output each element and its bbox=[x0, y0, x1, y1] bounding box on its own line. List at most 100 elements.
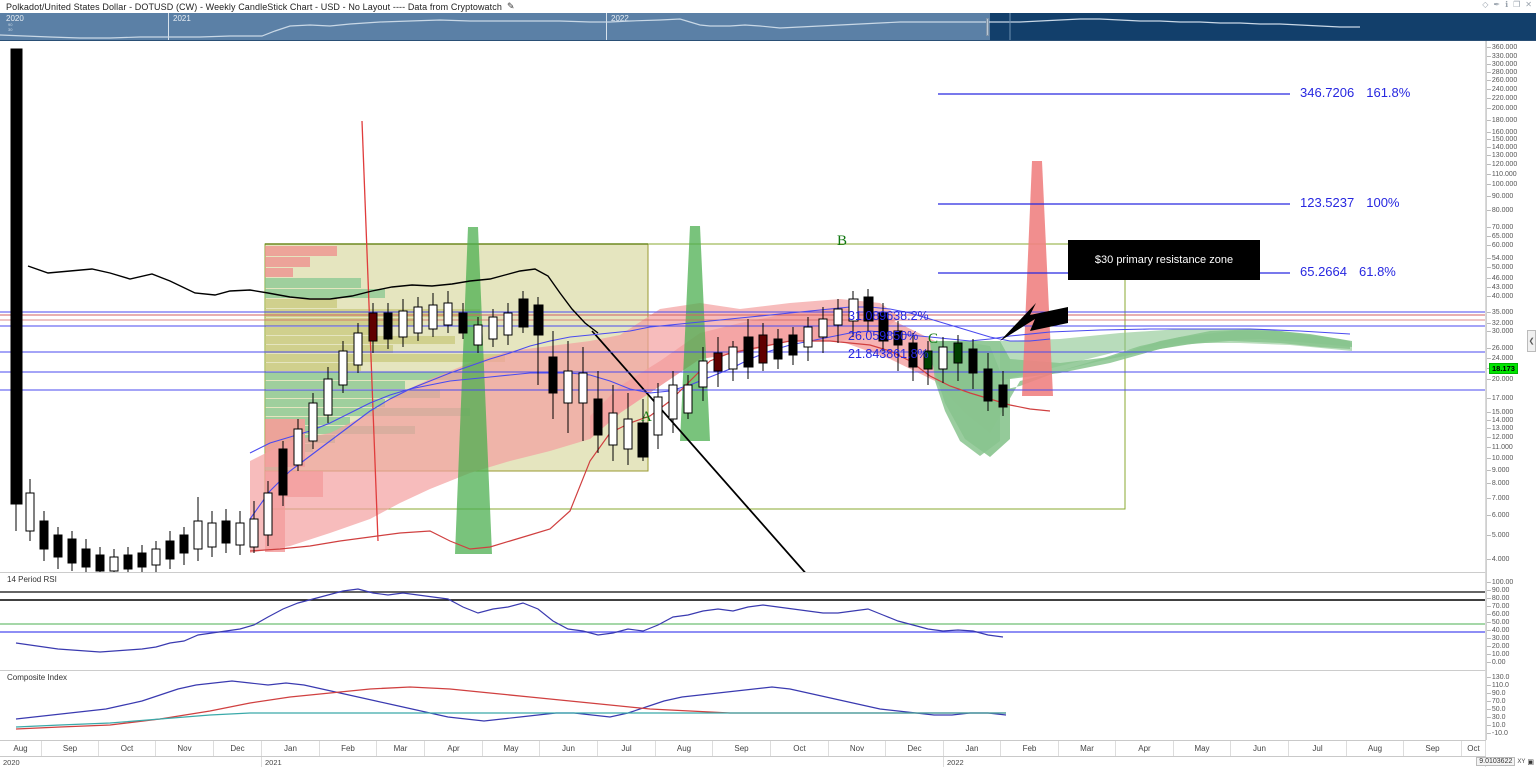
pin-icon[interactable]: ✒ bbox=[1493, 0, 1501, 9]
tick-value: 15.000 bbox=[1491, 409, 1514, 416]
time-axis-month-4: Dec bbox=[214, 741, 262, 757]
restore-icon[interactable]: ❐ bbox=[1513, 0, 1521, 9]
close-icon[interactable]: ✕ bbox=[1525, 0, 1532, 9]
time-axis-month-3: Nov bbox=[156, 741, 214, 757]
time-axis-months[interactable]: Aug Sep Oct Nov Dec Jan Feb Mar Apr May Jun Jul Aug S… bbox=[0, 740, 1486, 757]
time-axis-month-5: Jan bbox=[262, 741, 320, 757]
tick-dash: – bbox=[1487, 293, 1491, 300]
tick-value: -10.0 bbox=[1491, 730, 1508, 737]
time-axis-years[interactable]: 2020 2021 2022 bbox=[0, 756, 1486, 767]
tick-dash: – bbox=[1487, 376, 1491, 383]
price-tick-11: –140.000 bbox=[1487, 144, 1517, 152]
cursor-value: 9.0103622 bbox=[1476, 757, 1516, 766]
price-tick-5: –240.000 bbox=[1487, 86, 1517, 94]
ci-tick-2: –90.0 bbox=[1487, 690, 1506, 698]
tick-dash: – bbox=[1487, 328, 1491, 335]
fib-label-50: 26.059850% bbox=[848, 329, 918, 343]
fib-price-618-inner: 21.8438 bbox=[848, 347, 894, 361]
price-tick-1: –330.000 bbox=[1487, 53, 1517, 61]
fib-label-161: 346.7206 161.8% bbox=[1300, 85, 1410, 100]
tick-value: 12.000 bbox=[1491, 434, 1514, 441]
resistance-annotation-callout[interactable]: $30 primary resistance zone bbox=[1068, 240, 1260, 280]
tick-value: 65.000 bbox=[1491, 233, 1514, 240]
tick-value: 10.000 bbox=[1491, 455, 1514, 462]
price-chart-pane[interactable]: 346.7206 161.8% 123.5237 100% 65.2664 61.8%… bbox=[0, 41, 1486, 572]
composite-index-pane[interactable]: Composite Index bbox=[0, 670, 1486, 740]
tick-value: 0.00 bbox=[1491, 659, 1506, 666]
tick-value: 200.000 bbox=[1491, 105, 1518, 112]
xy-toggle[interactable]: XY bbox=[1517, 758, 1526, 765]
navigator-year-2020: 2020 bbox=[6, 14, 24, 23]
axis-collapse-button[interactable]: ❮ bbox=[1527, 330, 1536, 352]
titlebar-icon-group: ◇ ✒ ℹ ❐ ✕ bbox=[1482, 1, 1532, 9]
price-axis[interactable]: –360.000 –330.000 –300.000 –280.000 –260.000… bbox=[1486, 41, 1536, 572]
time-axis-month-18: Feb bbox=[1001, 741, 1059, 757]
price-tick-36: –13.000 bbox=[1487, 425, 1513, 433]
tick-dash: – bbox=[1487, 417, 1491, 424]
diamond-icon[interactable]: ◇ bbox=[1482, 0, 1489, 9]
tick-value: 80.00 bbox=[1491, 595, 1510, 602]
navigator-year-2021: 2021 bbox=[173, 14, 191, 23]
price-tick-17: –80.000 bbox=[1487, 207, 1513, 215]
time-axis-month-8: Apr bbox=[425, 741, 483, 757]
time-axis-month-25: Sep bbox=[1404, 741, 1462, 757]
navigator-selection[interactable] bbox=[990, 13, 1536, 41]
tick-value: 110.000 bbox=[1491, 171, 1517, 178]
edit-pencil-icon[interactable]: ✎ bbox=[506, 1, 515, 11]
price-tick-45: –4.000 bbox=[1487, 556, 1509, 564]
composite-index-axis[interactable]: –130.0 –110.0 –90.0 –70.0 –50.0 –30.0 –10.0 –-1… bbox=[1486, 670, 1536, 740]
tick-value: 240.000 bbox=[1491, 86, 1518, 93]
price-tick-3: –280.000 bbox=[1487, 69, 1517, 77]
time-axis-month-2: Oct bbox=[99, 741, 156, 757]
tick-dash: – bbox=[1487, 714, 1491, 721]
svg-text:90: 90 bbox=[8, 22, 13, 27]
tick-value: 46.000 bbox=[1491, 275, 1514, 282]
price-tick-44: –5.000 bbox=[1487, 532, 1509, 540]
info-icon[interactable]: ℹ bbox=[1505, 0, 1509, 9]
range-navigator[interactable]: 2020 2021 2022 90 30 bbox=[0, 13, 1536, 41]
tick-dash: – bbox=[1487, 193, 1491, 200]
price-tick-30: –24.000 bbox=[1487, 355, 1513, 363]
tick-value: 70.000 bbox=[1491, 224, 1514, 231]
current-price-tag[interactable]: 18.173 bbox=[1489, 363, 1518, 374]
chart-title: Polkadot/United States Dollar - DOTUSD (… bbox=[6, 1, 502, 12]
rsi-tick-0: –100.00 bbox=[1487, 579, 1513, 587]
tick-value: 35.000 bbox=[1491, 309, 1514, 316]
lock-icon[interactable]: ▣ bbox=[1527, 758, 1534, 766]
tick-dash: – bbox=[1487, 284, 1491, 291]
tick-value: 24.000 bbox=[1491, 355, 1514, 362]
price-tick-37: –12.000 bbox=[1487, 434, 1513, 442]
wave-label-c: C bbox=[928, 331, 939, 347]
tick-value: 60.000 bbox=[1491, 242, 1514, 249]
tick-value: 9.000 bbox=[1491, 467, 1510, 474]
time-axis-month-13: Sep bbox=[713, 741, 771, 757]
tick-value: 43.000 bbox=[1491, 284, 1514, 291]
navigator-left-handle[interactable] bbox=[986, 18, 989, 36]
tick-dash: – bbox=[1487, 77, 1491, 84]
tick-value: 7.000 bbox=[1491, 495, 1510, 502]
time-axis-month-19: Mar bbox=[1059, 741, 1116, 757]
price-tick-27: –32.000 bbox=[1487, 320, 1513, 328]
price-tick-21: –54.000 bbox=[1487, 255, 1513, 263]
tick-dash: – bbox=[1487, 95, 1491, 102]
time-axis-month-21: May bbox=[1174, 741, 1231, 757]
tick-dash: – bbox=[1487, 627, 1491, 634]
tick-value: 6.000 bbox=[1491, 512, 1510, 519]
tick-value: 20.00 bbox=[1491, 643, 1510, 650]
fib-price-382: 31.0896 bbox=[848, 309, 894, 323]
tick-value: 40.00 bbox=[1491, 627, 1510, 634]
price-tick-14: –110.000 bbox=[1487, 171, 1517, 179]
tick-value: 90.000 bbox=[1491, 193, 1514, 200]
tick-dash: – bbox=[1487, 619, 1491, 626]
tick-dash: – bbox=[1487, 690, 1491, 697]
rsi-tick-5: –50.00 bbox=[1487, 619, 1509, 627]
tick-dash: – bbox=[1487, 207, 1491, 214]
tick-value: 50.0 bbox=[1491, 706, 1506, 713]
rsi-axis[interactable]: –100.00 –90.00 –80.00 –70.00 –60.00 –50.00 –40… bbox=[1486, 572, 1536, 670]
tick-dash: – bbox=[1487, 674, 1491, 681]
price-tick-35: –14.000 bbox=[1487, 417, 1513, 425]
tick-dash: – bbox=[1487, 444, 1491, 451]
price-tick-32: –20.000 bbox=[1487, 376, 1513, 384]
rsi-pane[interactable]: 14 Period RSI bbox=[0, 572, 1486, 670]
time-axis-month-6: Feb bbox=[320, 741, 377, 757]
